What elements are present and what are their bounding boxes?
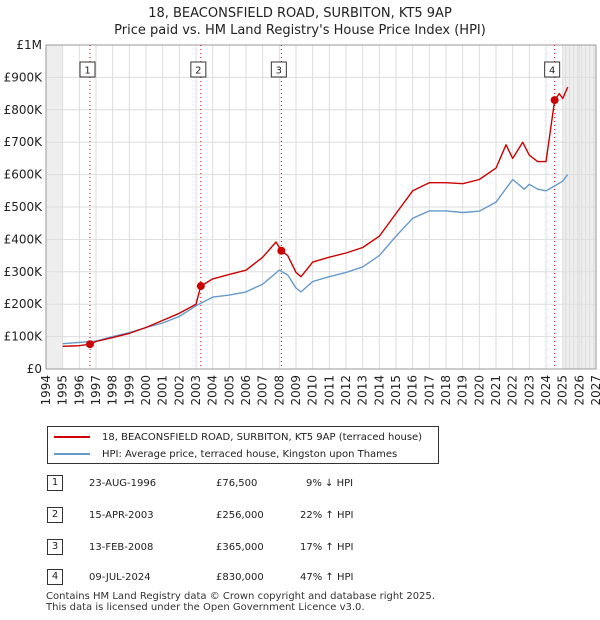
sale-marker-label: 3	[276, 66, 282, 77]
legend-label-property: 18, BEACONSFIELD ROAD, SURBITON, KT5 9AP…	[102, 431, 423, 443]
property-price-line	[62, 86, 569, 347]
sale-point	[550, 96, 559, 105]
x-tick-label: 2008	[272, 375, 286, 406]
x-tick-label: 2010	[306, 375, 320, 406]
sale-price: £256,000	[216, 510, 264, 521]
y-tick-label: £500K	[4, 200, 44, 214]
sale-row: 1 23-AUG-1996 £76,500 9% ↓ HPI	[47, 475, 467, 493]
x-tick-label: 1999	[122, 375, 136, 406]
sale-number-badge: 2	[47, 507, 63, 523]
sale-point	[86, 340, 94, 349]
sale-point	[277, 246, 286, 255]
y-tick-label: £800K	[4, 103, 44, 117]
legend-label-hpi: HPI: Average price, terraced house, King…	[102, 448, 398, 460]
x-tick-label: 2024	[539, 375, 553, 406]
x-tick-label: 2015	[389, 375, 403, 406]
sale-delta: 47% ↑ HPI	[300, 572, 354, 583]
x-tick-label: 2005	[222, 375, 236, 406]
y-tick-label: £600K	[4, 168, 44, 182]
sale-marker-box	[79, 61, 96, 78]
y-tick-label: £900K	[4, 70, 44, 84]
sale-price: £830,000	[216, 572, 264, 583]
x-tick-label: 2000	[139, 375, 153, 406]
sale-date: 23-AUG-1996	[89, 478, 157, 489]
x-tick-label: 2011	[322, 375, 336, 406]
x-tick-label: 2017	[422, 375, 436, 406]
footer-copyright: Contains HM Land Registry data © Crown c…	[46, 591, 435, 602]
x-tick-label: 1998	[106, 375, 120, 406]
sale-date: 09-JUL-2024	[89, 572, 151, 583]
x-tick-label: 2018	[439, 375, 453, 406]
footer-licence: This data is licensed under the Open Gov…	[46, 602, 365, 613]
y-tick-label: £300K	[4, 265, 44, 279]
y-tick-label: £400K	[4, 232, 44, 246]
x-tick-label: 2013	[356, 375, 370, 406]
sale-marker-box	[190, 61, 207, 78]
legend-item-hpi: HPI: Average price, terraced house, King…	[54, 446, 397, 462]
x-tick-label: 2014	[372, 375, 386, 406]
sale-row: 2 15-APR-2003 £256,000 22% ↑ HPI	[47, 507, 467, 525]
chart-title: 18, BEACONSFIELD ROAD, SURBITON, KT5 9AP	[148, 6, 452, 21]
x-tick-label: 1996	[72, 375, 86, 406]
sale-point	[196, 282, 205, 291]
sale-number-badge: 1	[47, 475, 63, 491]
y-tick-label: £100K	[4, 330, 44, 344]
sale-number-badge: 3	[47, 539, 63, 555]
sale-marker-label: 2	[195, 66, 201, 77]
chart-subtitle: Price paid vs. HM Land Registry's House …	[114, 23, 486, 38]
x-tick-label: 2004	[206, 375, 220, 406]
legend: 18, BEACONSFIELD ROAD, SURBITON, KT5 9AP…	[47, 426, 439, 464]
x-tick-label: 2002	[172, 375, 186, 406]
sale-date: 13-FEB-2008	[89, 542, 154, 553]
y-tick-label: £200K	[4, 297, 44, 311]
x-tick-label: 2022	[506, 375, 520, 406]
sale-delta: 9% ↓ HPI	[306, 478, 354, 489]
sale-row: 4 09-JUL-2024 £830,000 47% ↑ HPI	[47, 569, 467, 587]
sale-marker-label: 1	[84, 66, 90, 77]
sale-delta: 22% ↑ HPI	[300, 510, 354, 521]
x-tick-label: 2020	[472, 375, 486, 406]
sale-marker-box	[544, 61, 561, 78]
x-tick-label: 2003	[189, 375, 203, 406]
x-tick-label: 2026	[572, 375, 586, 406]
y-tick-label: £0	[27, 362, 42, 376]
y-tick-label: £1M	[16, 38, 42, 52]
x-tick-label: 2019	[456, 375, 470, 406]
x-tick-label: 2001	[156, 375, 170, 406]
sale-row: 3 13-FEB-2008 £365,000 17% ↑ HPI	[47, 539, 467, 557]
sale-price: £76,500	[216, 478, 258, 489]
x-tick-label: 1997	[89, 375, 103, 406]
sale-marker-label: 4	[549, 66, 555, 77]
sale-number-badge: 4	[47, 569, 63, 585]
x-tick-label: 2021	[489, 375, 503, 406]
y-tick-label: £700K	[4, 135, 44, 149]
sale-price: £365,000	[216, 542, 264, 553]
sale-marker-box	[270, 61, 287, 78]
x-tick-label: 1995	[56, 375, 70, 406]
x-tick-label: 2006	[239, 375, 253, 406]
x-tick-label: 1994	[39, 375, 53, 406]
plot-border	[45, 44, 597, 370]
sale-date: 15-APR-2003	[89, 510, 154, 521]
x-tick-label: 2009	[289, 375, 303, 406]
x-tick-label: 2012	[339, 375, 353, 406]
sale-delta: 17% ↑ HPI	[300, 542, 354, 553]
legend-item-property: 18, BEACONSFIELD ROAD, SURBITON, KT5 9AP…	[54, 429, 422, 445]
x-tick-label: 2016	[406, 375, 420, 406]
x-tick-label: 2027	[589, 375, 600, 406]
x-tick-label: 2023	[522, 375, 536, 406]
hpi-line	[62, 174, 569, 345]
x-tick-label: 2007	[256, 375, 270, 406]
x-tick-label: 2025	[556, 375, 570, 406]
legend-swatch-property	[54, 436, 90, 438]
legend-swatch-hpi	[54, 453, 90, 455]
